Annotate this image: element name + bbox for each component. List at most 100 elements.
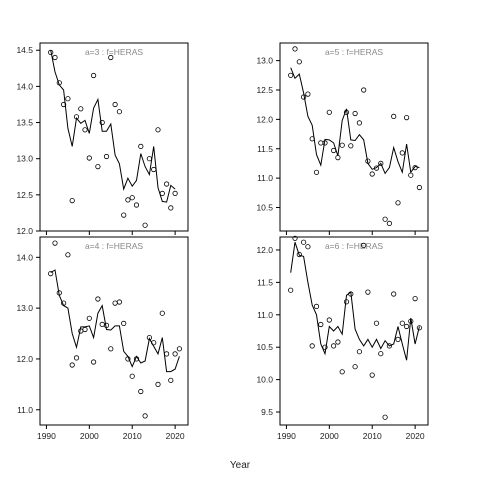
observed-point — [318, 321, 324, 328]
observed-point — [168, 377, 174, 383]
y-tick-label: 14.5 — [16, 45, 33, 55]
panel-frame — [39, 42, 189, 232]
observed-point — [292, 235, 298, 241]
panel-frame — [279, 236, 429, 426]
observed-point — [326, 317, 332, 323]
y-tick-label: 11.0 — [17, 405, 33, 415]
observed-point — [164, 351, 170, 357]
observed-point — [155, 127, 161, 133]
observed-point — [95, 164, 101, 170]
observed-point — [369, 372, 375, 378]
observed-point — [172, 351, 178, 357]
observed-point — [91, 72, 97, 79]
observed-point — [138, 388, 144, 395]
observed-point — [125, 197, 131, 203]
y-tick-label: 11.0 — [257, 173, 273, 183]
observed-point — [403, 115, 410, 121]
observed-point — [416, 184, 422, 191]
panel-2: a=5 : f=HERAS 10.5 11.0 11.5 12.0 12.5 13.0 — [256, 42, 429, 235]
observed-point — [121, 212, 127, 218]
observed-point — [95, 296, 101, 302]
observed-point — [382, 414, 388, 420]
observed-point — [395, 200, 401, 206]
observed-point — [142, 222, 148, 228]
observed-point — [352, 364, 358, 370]
x-axis-label: Year — [230, 460, 251, 471]
y-tick-label: 13.0 — [256, 56, 273, 66]
y-tick-label: 9.5 — [261, 407, 273, 417]
observed-point — [116, 299, 123, 305]
panel-title: a=3 : f=HERAS — [85, 47, 143, 57]
observed-point — [391, 291, 397, 297]
observed-point — [412, 165, 418, 171]
observed-point — [151, 340, 157, 346]
observed-point — [386, 220, 392, 226]
x-tick-label: 1990 — [277, 431, 296, 441]
panel-frame — [279, 42, 429, 232]
observed-point — [292, 46, 298, 52]
observed-point — [73, 114, 80, 120]
observed-point — [48, 270, 54, 277]
observed-point — [322, 344, 328, 350]
x-tick-label: 2000 — [320, 431, 339, 441]
observed-point — [146, 156, 152, 162]
observed-point — [335, 339, 341, 345]
observed-point — [412, 295, 418, 302]
observed-point — [99, 119, 105, 126]
observed-point — [146, 334, 152, 341]
y-tick-label: 12.0 — [256, 245, 273, 255]
y-tick-label: 12.0 — [16, 354, 33, 364]
panel-3: a=4 : f=HERAS 11.0 12.0 13.0 14.0 1990 2000 201… — [16, 236, 189, 441]
observed-point — [168, 205, 174, 211]
observed-point — [60, 101, 67, 108]
observed-point — [52, 240, 58, 246]
observed-point — [56, 290, 62, 296]
observed-point — [408, 318, 414, 324]
observed-point — [373, 320, 380, 326]
observed-point — [129, 195, 135, 201]
observed-point — [361, 87, 367, 93]
observed-point — [48, 49, 54, 56]
observed-point — [322, 140, 328, 146]
observed-point — [103, 153, 110, 160]
observed-point — [138, 143, 144, 149]
y-tick-label: 14.0 — [16, 81, 33, 91]
y-tick-label: 11.5 — [257, 277, 273, 287]
y-tick-label: 14.0 — [16, 252, 33, 262]
observed-point — [330, 147, 337, 154]
observed-point — [159, 310, 165, 316]
observed-point — [65, 252, 71, 258]
observed-point — [318, 140, 324, 146]
observed-point — [339, 142, 345, 148]
observed-point — [296, 251, 302, 258]
fitted-series-line — [290, 67, 420, 175]
observed-point — [86, 315, 92, 321]
y-tick-label: 13.0 — [16, 303, 33, 313]
panel-frame — [39, 236, 189, 426]
y-tick-label: 10.0 — [256, 375, 273, 385]
observed-point — [116, 109, 123, 115]
y-tick-label: 11.5 — [257, 144, 273, 154]
y-tick-label: 10.5 — [256, 203, 273, 213]
x-tick-label: 2000 — [80, 431, 99, 441]
observed-point — [82, 127, 88, 133]
y-tick-label: 12.0 — [256, 114, 273, 124]
observed-point — [399, 320, 405, 326]
y-tick-label: 11.0 — [257, 310, 273, 320]
observed-point — [159, 190, 165, 196]
observed-point — [326, 109, 332, 115]
observed-point — [356, 349, 362, 355]
x-tick-label: 2020 — [166, 431, 185, 441]
observed-point — [348, 143, 354, 149]
observed-point — [78, 106, 84, 112]
observed-point — [365, 289, 371, 295]
observed-point — [82, 326, 88, 333]
observed-point — [313, 303, 320, 309]
observed-point — [52, 54, 58, 61]
observed-point — [382, 216, 388, 222]
observed-point — [395, 336, 401, 342]
observed-point — [60, 300, 67, 306]
observed-point — [378, 351, 384, 357]
observed-point — [112, 300, 118, 306]
